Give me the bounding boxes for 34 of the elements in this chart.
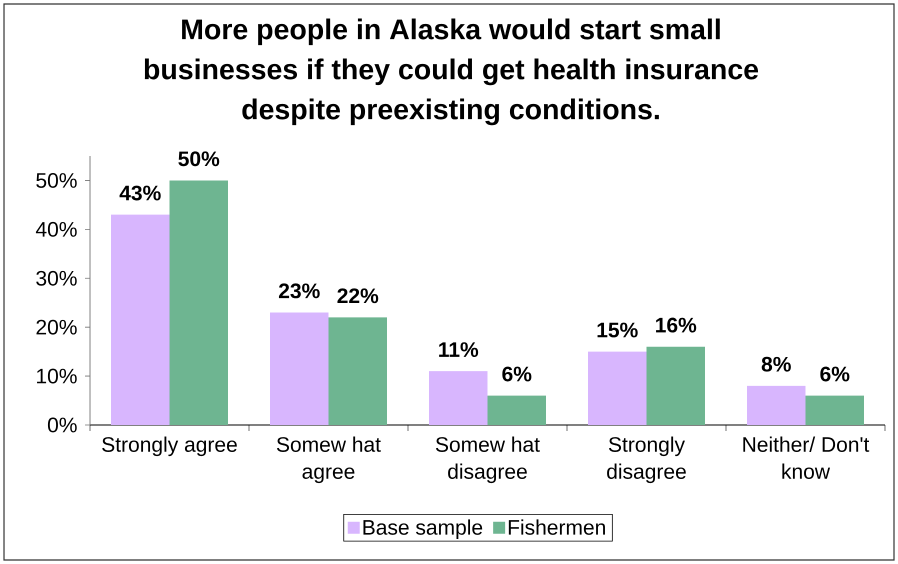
data-label: 6%: [502, 366, 532, 382]
bar: [111, 214, 170, 425]
data-label: 6%: [820, 366, 850, 382]
data-label: 16%: [656, 318, 696, 333]
data-label: 43%: [120, 186, 161, 200]
y-tick-label: 10%: [37, 368, 77, 384]
x-tick-label: Somew hat disagree: [436, 436, 540, 484]
bar: [270, 312, 328, 425]
data-label: 22%: [337, 288, 378, 304]
y-tick-label: 40%: [36, 222, 77, 237]
y-tick-label: 20%: [36, 320, 77, 335]
data-label: 15%: [598, 322, 638, 338]
bar: [488, 396, 546, 425]
bar: [170, 180, 228, 425]
bar: [429, 371, 488, 425]
x-tick-label: Neither/ Don't know: [743, 436, 870, 479]
data-label: 50%: [178, 151, 220, 166]
data-label: 11%: [439, 342, 478, 357]
bar: [646, 346, 705, 425]
bar: [588, 352, 646, 425]
y-tick-label: 0%: [48, 418, 77, 432]
x-tick-label: Strongly agree: [102, 436, 237, 456]
data-label: 23%: [278, 283, 320, 298]
chart-title: More people in Alaska would start small businesses if they could get health insurance despite preexisting conditions.: [144, 18, 758, 126]
y-tick-label: 30%: [36, 270, 77, 286]
data-label: 8%: [762, 356, 791, 372]
legend-label: Base sample: [363, 519, 482, 539]
bar: [746, 386, 806, 425]
bar: [805, 396, 864, 425]
y-tick-label: 50%: [36, 173, 77, 188]
x-tick-label: Strongly disagree: [607, 436, 686, 484]
bar: [328, 317, 388, 425]
x-tick-label: Somew hat agree: [276, 436, 381, 484]
legend-label: Fishermen: [508, 519, 605, 535]
